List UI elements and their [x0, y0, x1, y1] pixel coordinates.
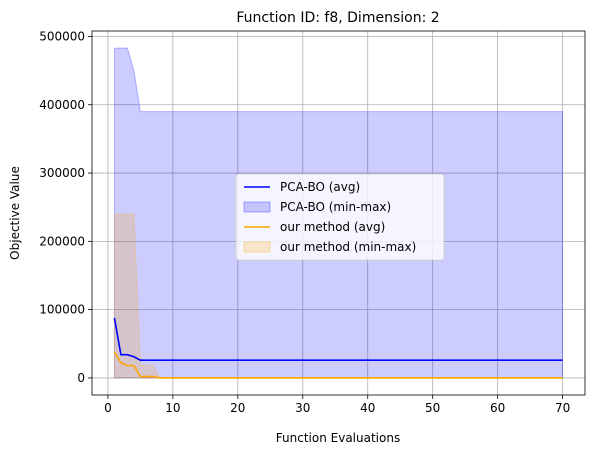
legend-label: PCA-BO (avg) — [280, 180, 360, 194]
y-tick-label: 200000 — [39, 234, 85, 248]
x-tick-label: 40 — [360, 401, 375, 415]
line-series-1 — [113, 351, 563, 379]
legend-label: PCA-BO (min-max) — [280, 200, 391, 214]
legend-label: our method (avg) — [280, 220, 385, 234]
legend: PCA-BO (avg) PCA-BO (min-max) our method (… — [235, 173, 445, 261]
line-series-0 — [113, 317, 563, 361]
legend-swatch-band — [243, 201, 271, 213]
x-axis-label: Function Evaluations — [276, 431, 400, 445]
legend-box — [235, 173, 445, 261]
x-tick-label: 50 — [425, 401, 440, 415]
x-tick-label: 30 — [295, 401, 310, 415]
y-tick-label: 300000 — [39, 166, 85, 180]
y-tick-label: 100000 — [39, 303, 85, 317]
x-tick-label: 60 — [490, 401, 505, 415]
y-tick-label: 400000 — [39, 98, 85, 112]
x-tick-label: 0 — [104, 401, 112, 415]
legend-label: our method (min-max) — [280, 240, 416, 254]
chart-title: Function ID: f8, Dimension: 2 — [236, 10, 439, 26]
legend-swatch-band — [243, 241, 271, 253]
x-tick-label: 70 — [555, 401, 570, 415]
x-tick-label: 20 — [230, 401, 245, 415]
axes-frame — [91, 30, 586, 396]
y-tick-label: 0 — [77, 371, 85, 385]
x-tick-label: 10 — [165, 401, 180, 415]
y-axis-label: Objective Value — [8, 166, 22, 260]
y-tick-label: 500000 — [39, 29, 85, 43]
